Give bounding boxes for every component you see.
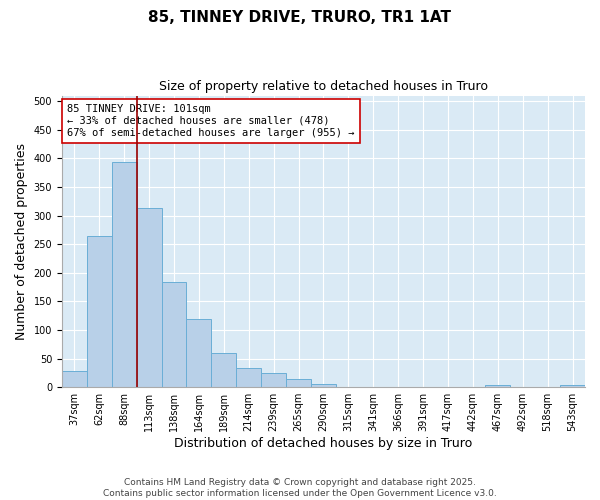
Bar (286, 379, 311, 387)
Bar (311, 384, 336, 387)
Bar (236, 368, 261, 387)
Text: 85, TINNEY DRIVE, TRURO, TR1 1AT: 85, TINNEY DRIVE, TRURO, TR1 1AT (149, 10, 452, 25)
X-axis label: Distribution of detached houses by size in Truro: Distribution of detached houses by size … (175, 437, 473, 450)
Bar (87, 236, 112, 387)
Y-axis label: Number of detached properties: Number of detached properties (15, 143, 28, 340)
Bar (211, 353, 236, 387)
Title: Size of property relative to detached houses in Truro: Size of property relative to detached ho… (159, 80, 488, 93)
Text: Contains HM Land Registry data © Crown copyright and database right 2025.
Contai: Contains HM Land Registry data © Crown c… (103, 478, 497, 498)
Bar (187, 319, 211, 387)
Text: 85 TINNEY DRIVE: 101sqm
← 33% of detached houses are smaller (478)
67% of semi-d: 85 TINNEY DRIVE: 101sqm ← 33% of detache… (67, 104, 355, 138)
Bar (137, 208, 161, 387)
Bar (161, 282, 187, 387)
Bar (560, 386, 585, 387)
Bar (485, 386, 510, 387)
Bar (261, 373, 286, 387)
Bar (62, 371, 87, 387)
Bar (112, 162, 137, 387)
